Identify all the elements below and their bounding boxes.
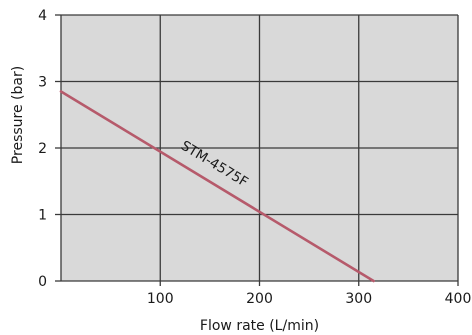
series-line-0 [59,90,375,283]
tick-labels: 0 1 2 3 4 100 200 300 400 [38,8,471,307]
y-tick-label-0: 0 [38,274,47,290]
grid [55,14,459,286]
y-tick-label-3: 3 [38,75,47,91]
x-tick-label-200: 200 [246,291,273,307]
x-tick-label-100: 100 [147,291,174,307]
x-tick-label-300: 300 [345,291,372,307]
x-axis-title: Flow rate (L/min) [200,318,319,334]
series-layer [59,90,375,283]
y-axis-title: Pressure (bar) [10,66,26,164]
x-tick-label-400: 400 [445,291,472,307]
y-tick-label-4: 4 [38,8,47,24]
y-tick-label-2: 2 [38,141,47,157]
y-tick-label-1: 1 [38,208,47,224]
